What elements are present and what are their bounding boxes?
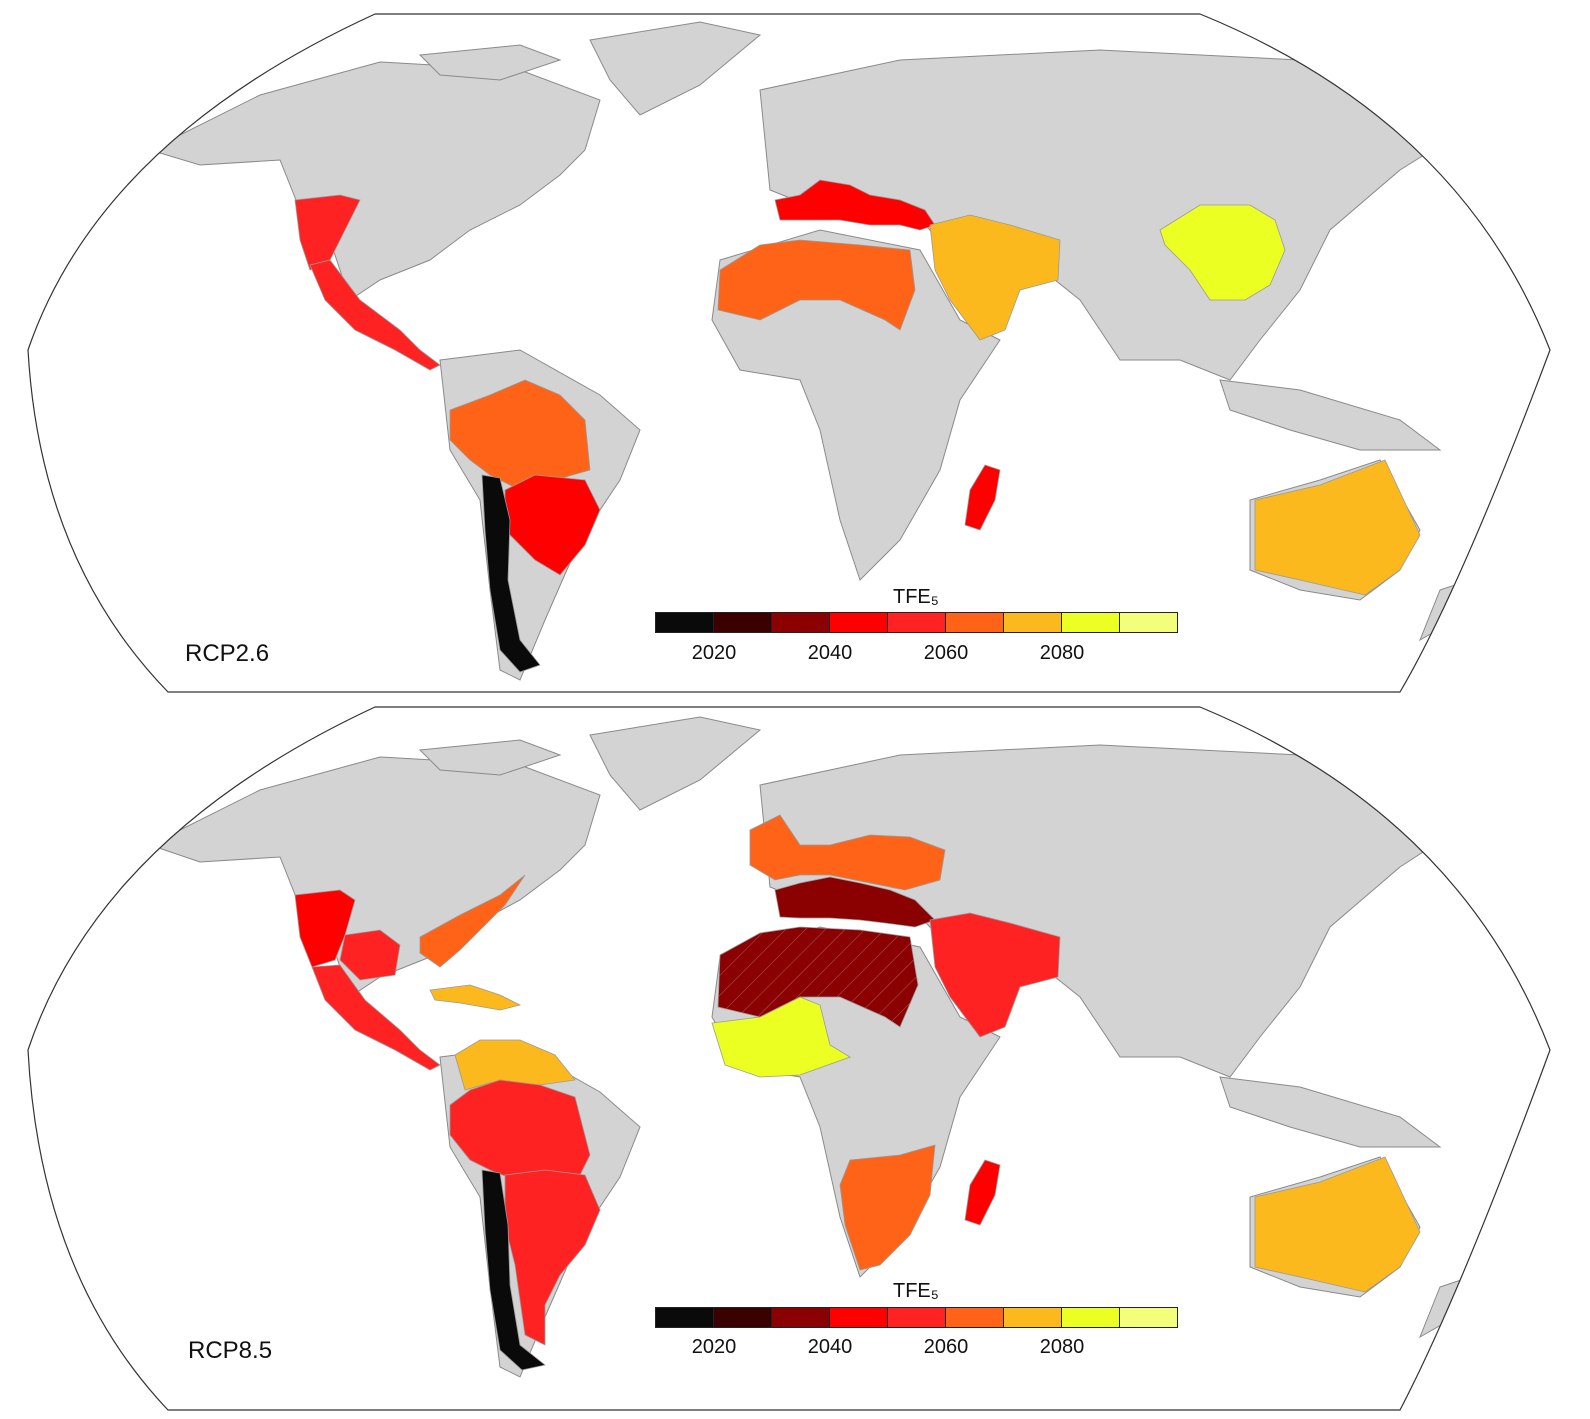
region-southern-africa	[839, 1144, 936, 1271]
region-caribbean	[429, 984, 522, 1011]
colorbar-tick-label: 2020	[691, 642, 737, 664]
southeast-asia-islands	[1219, 379, 1442, 451]
region-western-north-america	[294, 194, 361, 271]
region-western-north-america	[294, 889, 356, 968]
region-eastern-north-america	[419, 874, 526, 968]
colorbar-bin	[714, 613, 772, 632]
colorbar-bin	[946, 1308, 1004, 1327]
colorbar-tick-label: 2080	[1039, 642, 1085, 664]
world-map-rcp26	[27, 13, 1551, 693]
canada-arctic-islands	[418, 44, 562, 81]
colorbar-bin	[772, 613, 830, 632]
colorbar-title: TFE₅	[893, 586, 939, 608]
map-frame	[27, 13, 1551, 693]
region-southeastern-south-america	[504, 1169, 601, 1346]
region-northern-south-america	[454, 1039, 576, 1091]
region-west-asia	[929, 912, 1061, 1038]
colorbar-bin	[1004, 1308, 1062, 1327]
colorbar-bin	[888, 1308, 946, 1327]
colorbar-tick-label: 2060	[923, 642, 969, 664]
colorbar	[655, 1307, 1178, 1328]
region-west-asia	[929, 214, 1061, 341]
region-madagascar	[964, 464, 1001, 531]
region-east-asia	[1159, 204, 1286, 301]
greenland-land	[589, 716, 762, 811]
colorbar-bin	[1120, 613, 1177, 632]
colorbar-tick-label: 2020	[691, 1336, 737, 1358]
colored-regions	[294, 179, 1421, 673]
colorbar-bin	[1004, 613, 1062, 632]
colorbar-bin	[772, 1308, 830, 1327]
colorbar-bin	[656, 613, 714, 632]
region-southeastern-south-america	[504, 474, 601, 576]
region-europe	[749, 814, 946, 891]
colorbar-bin	[888, 613, 946, 632]
colorbar-tick-label: 2040	[807, 642, 853, 664]
colorbar-tick-label: 2080	[1039, 1336, 1085, 1358]
region-australia	[1254, 459, 1421, 596]
region-mediterranean	[774, 876, 936, 928]
region-central-north-america	[339, 929, 401, 981]
region-west-coast-south-america	[481, 1169, 546, 1371]
region-sahara	[717, 239, 916, 331]
scenario-label: RCP8.5	[188, 1337, 273, 1364]
colorbar-title: TFE₅	[893, 1280, 939, 1302]
colorbar-bin	[714, 1308, 772, 1327]
region-australia	[1254, 1156, 1421, 1293]
map-panel-rcp85: RCP8.5 TFE₅ 2020 2040 2060 2080	[0, 705, 1590, 1419]
scenario-label: RCP2.6	[185, 640, 270, 667]
region-west-coast-south-america	[481, 474, 541, 673]
region-amazon	[449, 379, 591, 491]
sahara-hatching	[718, 927, 918, 1027]
colorbar-tick-label: 2040	[807, 1336, 853, 1358]
region-central-america	[311, 964, 441, 1071]
africa-land	[711, 229, 1001, 581]
world-map-rcp85	[27, 706, 1551, 1411]
colorbar-bin	[830, 1308, 888, 1327]
region-central-america	[309, 259, 441, 371]
colorbar-tick-label: 2060	[923, 1336, 969, 1358]
region-madagascar	[964, 1159, 1001, 1226]
greenland-land	[589, 21, 762, 116]
map-frame	[27, 706, 1551, 1411]
canada-arctic-islands	[418, 739, 562, 776]
colorbar-bin	[830, 613, 888, 632]
map-panel-rcp26: RCP2.6 TFE₅ 2020 2040 2060 2080	[0, 0, 1590, 700]
colorbar-bin	[656, 1308, 714, 1327]
colorbar-bin	[1120, 1308, 1177, 1327]
colorbar-bin	[1062, 1308, 1120, 1327]
colorbar	[655, 612, 1178, 633]
colorbar-bin	[946, 613, 1004, 632]
southeast-asia-islands	[1219, 1076, 1442, 1148]
colorbar-bin	[1062, 613, 1120, 632]
